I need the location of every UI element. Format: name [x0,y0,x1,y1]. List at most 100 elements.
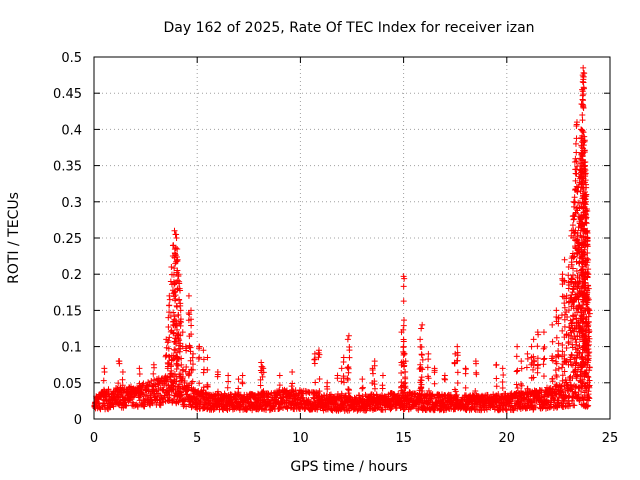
data-point [565,340,572,347]
x-tick-label: 20 [499,431,516,446]
data-point [534,361,541,368]
data-point [569,344,576,351]
data-point [173,235,180,241]
data-point [570,286,577,293]
data-point [454,369,461,376]
data-point [555,340,562,347]
data-point [400,322,407,329]
data-point [419,321,426,328]
data-point [373,391,380,398]
data-point [585,329,592,336]
data-point [425,356,432,363]
data-point [580,185,587,192]
data-point [454,349,461,356]
data-point [584,208,591,215]
data-point [555,320,562,327]
data-point [189,378,196,385]
data-point [472,388,479,395]
data-point [473,369,480,376]
data-point [580,79,587,86]
data-point [359,384,366,391]
data-point [579,96,586,103]
data-point [549,378,556,385]
data-point [586,364,593,371]
data-point [499,365,506,372]
data-point [338,392,345,399]
data-point [501,402,508,409]
data-point [176,381,183,388]
data-point [188,322,195,329]
data-point [586,377,593,384]
data-point [276,372,283,379]
data-point [379,385,386,392]
data-point [324,385,331,392]
data-point [581,246,588,253]
data-point [518,358,525,365]
data-point [570,328,577,335]
data-point [166,374,173,381]
data-point [559,341,566,348]
data-point [176,337,183,344]
data-point [568,397,575,404]
data-point [170,330,177,337]
data-point [540,329,547,336]
data-point [571,298,578,305]
data-point [428,393,435,400]
data-point [584,241,591,248]
data-point [424,373,431,380]
data-point [572,210,579,217]
data-point [553,307,560,314]
data-point [346,354,353,361]
data-point [398,359,405,366]
data-point [580,91,587,98]
data-point [572,140,579,147]
data-point [123,402,130,409]
data-point [340,373,347,380]
data-point [563,379,570,386]
data-point [316,351,323,358]
data-point [164,365,171,372]
data-point [514,367,521,374]
data-point [473,398,480,405]
data-point [172,335,179,342]
data-point [573,339,580,346]
data-point [584,250,591,257]
data-point [175,272,182,279]
data-point [514,343,521,350]
data-point [176,296,183,303]
data-point [425,350,432,357]
data-point [580,64,587,71]
data-point [173,378,180,385]
data-point [148,378,155,385]
data-point [523,364,530,371]
data-point [171,227,178,234]
data-point [493,375,500,382]
data-point [259,389,266,396]
data-point [371,362,378,369]
data-point [537,397,544,404]
data-point [148,399,155,406]
data-point [582,211,589,218]
data-point [585,388,592,395]
data-point [569,265,576,272]
data-point [149,400,156,407]
data-point [344,375,351,382]
data-point [186,311,193,318]
data-point [524,385,531,392]
gridlines [94,57,610,419]
data-point [195,345,202,352]
data-point [586,335,593,342]
data-point [168,263,175,270]
data-point [541,355,548,362]
data-point [534,355,541,362]
data-point [174,267,181,274]
data-point [259,373,266,380]
data-point [580,311,587,318]
data-point [583,184,590,191]
data-point [573,135,580,142]
chart-title: Day 162 of 2025, Rate Of TEC Index for r… [163,20,534,36]
data-point [382,406,389,413]
data-point [462,384,469,391]
data-point [260,388,267,395]
data-point [581,276,588,283]
